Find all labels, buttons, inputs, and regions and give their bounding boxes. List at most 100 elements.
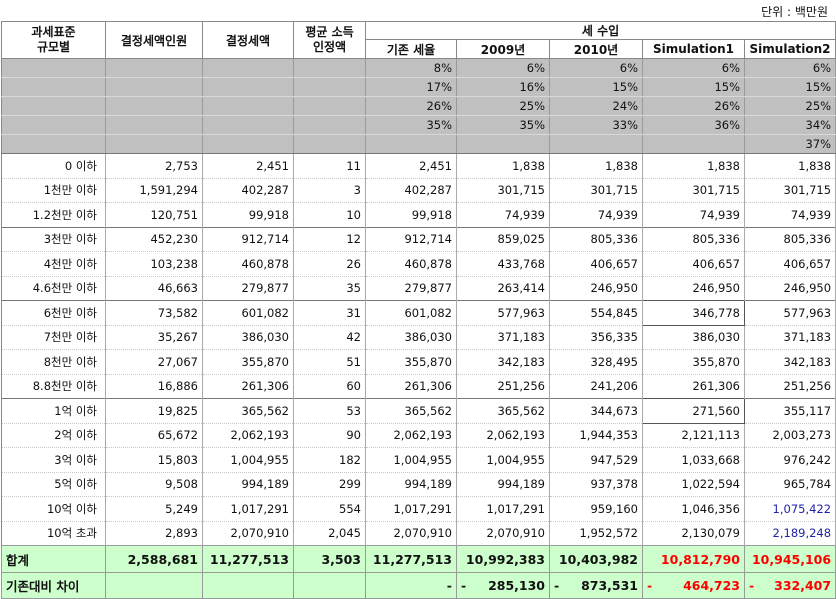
sim2-cell: 371,183 xyxy=(744,325,836,350)
payers-cell: 103,238 xyxy=(105,251,203,277)
sim1-cell: 1,033,668 xyxy=(642,447,745,473)
bracket-label: 8.8천만 이하 xyxy=(1,374,106,399)
tax-cell: 365,562 xyxy=(202,398,294,424)
rate-empty-cell xyxy=(1,134,106,154)
header-simulation2: Simulation2 xyxy=(743,39,836,59)
rate-cell: 6% xyxy=(642,58,745,78)
avg-cell: 10 xyxy=(293,202,366,228)
bracket-label: 7천만 이하 xyxy=(1,325,106,350)
rate-empty-cell xyxy=(105,115,203,135)
rate-empty-cell xyxy=(202,77,294,97)
header-simulation1: Simulation1 xyxy=(642,39,745,59)
rate-cell: 6% xyxy=(456,58,550,78)
avg-cell: 299 xyxy=(293,472,366,497)
rate-empty-cell xyxy=(105,96,203,116)
sim1-cell: 261,306 xyxy=(642,374,745,399)
base-cell: 460,878 xyxy=(365,251,457,277)
sim2-cell: 1,838 xyxy=(744,153,836,179)
y2009-cell: 251,256 xyxy=(456,374,550,399)
table-row: 10억 초과 2,893 2,070,910 2,045 2,070,910 2,070,… xyxy=(1,521,836,546)
rate-empty-cell xyxy=(105,134,203,154)
rate-empty-cell xyxy=(293,134,366,154)
table-row: 4.6천만 이하 46,663 279,877 35 279,877 263,414 246… xyxy=(1,276,836,301)
y2010-cell: 1,952,572 xyxy=(549,521,643,546)
rate-cell: 15% xyxy=(642,77,745,97)
payers-cell: 452,230 xyxy=(105,226,203,252)
sim2-cell: 976,242 xyxy=(744,447,836,473)
diff-base: - xyxy=(365,572,457,599)
rate-empty-cell xyxy=(202,58,294,78)
sim1-cell: 346,778 xyxy=(642,300,745,326)
rate-cell: 16% xyxy=(456,77,550,97)
sim1-cell: 1,046,356 xyxy=(642,496,745,522)
avg-cell: 12 xyxy=(293,226,366,252)
sim1-cell: 74,939 xyxy=(642,202,745,228)
rate-row: 17% 16% 15% 15% 15% xyxy=(1,77,836,97)
y2010-cell: 406,657 xyxy=(549,251,643,277)
total-avg: 3,503 xyxy=(293,545,366,573)
rate-cell: 15% xyxy=(744,77,836,97)
y2010-cell: 328,495 xyxy=(549,349,643,375)
tax-cell: 261,306 xyxy=(202,374,294,399)
table-row: 1억 이하 19,825 365,562 53 365,562 365,562 344,67… xyxy=(1,398,836,424)
rate-empty-cell xyxy=(202,115,294,135)
y2009-cell: 1,838 xyxy=(456,153,550,179)
avg-cell: 90 xyxy=(293,423,366,448)
rate-cell xyxy=(365,134,457,154)
y2010-cell: 74,939 xyxy=(549,202,643,228)
sim1-cell: 1,838 xyxy=(642,153,745,179)
y2009-cell: 263,414 xyxy=(456,276,550,301)
payers-cell: 65,672 xyxy=(105,423,203,448)
avg-cell: 26 xyxy=(293,251,366,277)
avg-cell: 11 xyxy=(293,153,366,179)
table-row: 4천만 이하 103,238 460,878 26 460,878 433,768 406,… xyxy=(1,251,836,277)
total-tax: 11,277,513 xyxy=(202,545,294,573)
avg-cell: 35 xyxy=(293,276,366,301)
tax-cell: 402,287 xyxy=(202,178,294,203)
rate-cell: 33% xyxy=(549,115,643,135)
tax-cell: 2,062,193 xyxy=(202,423,294,448)
diff-sim1: -464,723 xyxy=(642,572,745,599)
tax-revenue-table: 과세표준 규모별 결정세액인원 결정세액 평균 소득 인정액 세 수입 기존 세… xyxy=(1,21,836,599)
base-cell: 994,189 xyxy=(365,472,457,497)
rate-cell: 26% xyxy=(642,96,745,116)
y2009-cell: 2,070,910 xyxy=(456,521,550,546)
rate-empty-cell xyxy=(202,96,294,116)
table-row: 5억 이하 9,508 994,189 299 994,189 994,189 937,37… xyxy=(1,472,836,497)
rate-cell: 35% xyxy=(365,115,457,135)
rate-cell: 8% xyxy=(365,58,457,78)
sim2-cell: 805,336 xyxy=(744,226,836,252)
diff-2010: -873,531 xyxy=(549,572,643,599)
table-row: 3천만 이하 452,230 912,714 12 912,714 859,025 805,… xyxy=(1,226,836,252)
tax-cell: 386,030 xyxy=(202,325,294,350)
sim1-cell: 406,657 xyxy=(642,251,745,277)
rate-cell: 37% xyxy=(744,134,836,154)
unit-label: 단위 : 백만원 xyxy=(761,5,828,19)
base-cell: 279,877 xyxy=(365,276,457,301)
table-row: 6천만 이하 73,582 601,082 31 601,082 577,963 554,8… xyxy=(1,300,836,326)
tax-cell: 1,017,291 xyxy=(202,496,294,522)
avg-cell: 53 xyxy=(293,398,366,424)
rate-empty-cell xyxy=(1,77,106,97)
avg-cell: 554 xyxy=(293,496,366,522)
rate-empty-cell xyxy=(293,115,366,135)
total-2009: 10,992,383 xyxy=(456,545,550,573)
bracket-label: 4.6천만 이하 xyxy=(1,276,106,301)
rate-row: 35% 35% 33% 36% 34% xyxy=(1,115,836,135)
table-row: 8.8천만 이하 16,886 261,306 60 261,306 251,256 241… xyxy=(1,374,836,399)
rate-cell: 25% xyxy=(456,96,550,116)
payers-cell: 19,825 xyxy=(105,398,203,424)
base-cell: 1,017,291 xyxy=(365,496,457,522)
y2010-cell: 344,673 xyxy=(549,398,643,424)
payers-cell: 27,067 xyxy=(105,349,203,375)
bracket-label: 6천만 이하 xyxy=(1,300,106,326)
base-cell: 365,562 xyxy=(365,398,457,424)
bracket-label: 1억 이하 xyxy=(1,398,106,424)
tax-cell: 460,878 xyxy=(202,251,294,277)
sim1-cell: 386,030 xyxy=(642,325,745,350)
avg-cell: 31 xyxy=(293,300,366,326)
rate-empty-cell xyxy=(293,77,366,97)
y2010-cell: 246,950 xyxy=(549,276,643,301)
total-base: 11,277,513 xyxy=(365,545,457,573)
sim2-cell: 2,003,273 xyxy=(744,423,836,448)
